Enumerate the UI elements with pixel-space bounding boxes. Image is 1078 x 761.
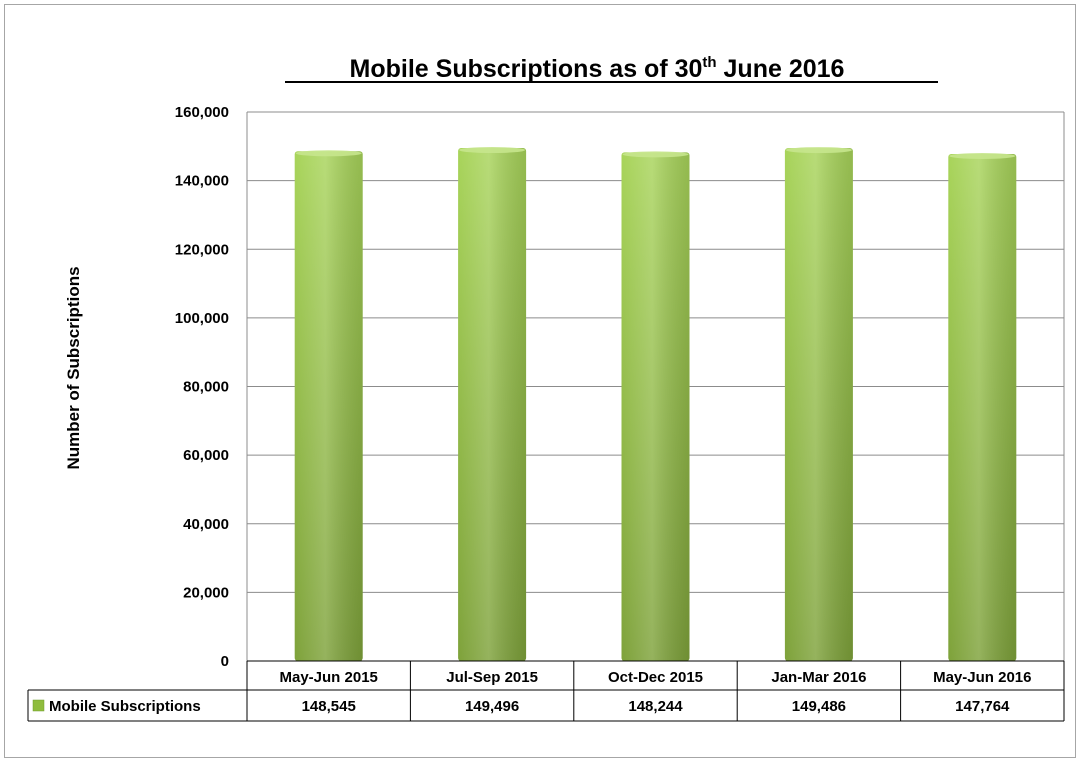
x-category-label: Oct-Dec 2015 bbox=[608, 669, 703, 686]
data-value-label: 147,764 bbox=[955, 698, 1010, 715]
chart-title-tail: June 2016 bbox=[717, 55, 845, 83]
legend-series-name: Mobile Subscriptions bbox=[49, 698, 201, 715]
y-tick-label: 120,000 bbox=[175, 241, 229, 258]
y-tick-label: 20,000 bbox=[183, 584, 229, 601]
legend-swatch bbox=[32, 699, 45, 712]
x-category-label: May-Jun 2016 bbox=[933, 669, 1031, 686]
data-value-label: 149,486 bbox=[792, 698, 846, 715]
bar-shading bbox=[458, 148, 527, 661]
bar-top bbox=[295, 150, 362, 157]
y-tick-label: 160,000 bbox=[175, 104, 229, 121]
data-table: May-Jun 2015 Jul-Sep 2015 Oct-Dec 2015 Jan-… bbox=[27, 660, 1065, 722]
bar-top bbox=[949, 152, 1016, 159]
data-value-label: 149,496 bbox=[465, 698, 519, 715]
data-value-label: 148,244 bbox=[628, 698, 683, 715]
bar-shading bbox=[621, 152, 690, 661]
bar-shading bbox=[294, 151, 363, 661]
bar-top bbox=[459, 147, 526, 154]
y-tick-label: 0 bbox=[221, 653, 229, 670]
x-category-label: Jul-Sep 2015 bbox=[446, 669, 538, 686]
data-value-label: 148,545 bbox=[302, 698, 356, 715]
bar-top bbox=[785, 147, 852, 154]
y-tick-label: 100,000 bbox=[175, 310, 229, 327]
chart-frame bbox=[4, 4, 1076, 758]
bars bbox=[294, 147, 1017, 661]
y-tick-label: 140,000 bbox=[175, 173, 229, 190]
y-tick-label: 60,000 bbox=[183, 447, 229, 464]
x-category-label: May-Jun 2015 bbox=[280, 669, 378, 686]
chart-title-superscript: th bbox=[702, 54, 716, 71]
bar-shading bbox=[948, 153, 1017, 661]
bar-shading bbox=[784, 148, 853, 661]
y-tick-label: 80,000 bbox=[183, 379, 229, 396]
x-category-label: Jan-Mar 2016 bbox=[771, 669, 866, 686]
y-tick-label: 40,000 bbox=[183, 516, 229, 533]
chart-title-main: Mobile Subscriptions as of 30 bbox=[350, 55, 703, 83]
y-axis-label: Number of Subscriptions bbox=[64, 266, 83, 469]
bar-top bbox=[622, 151, 689, 158]
chart-title: Mobile Subscriptions as of 30th June 201… bbox=[350, 54, 845, 83]
y-axis-ticks: 0 20,000 40,000 60,000 80,000 100,000 120,000 1… bbox=[175, 104, 229, 670]
